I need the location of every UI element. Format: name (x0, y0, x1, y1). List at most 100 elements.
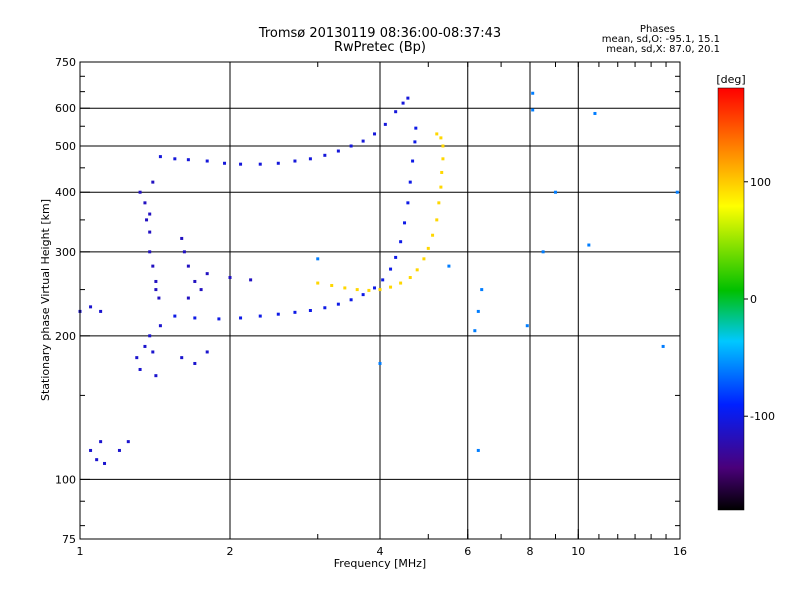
echo-point (158, 324, 162, 328)
y-tick-label: 750 (55, 56, 76, 69)
y-tick-label: 400 (55, 186, 76, 199)
echo-point (316, 281, 320, 285)
echo-point (186, 296, 190, 300)
echo-point (89, 448, 93, 452)
echo-point (383, 122, 387, 126)
echo-point (541, 250, 545, 254)
y-tick-label: 75 (62, 533, 76, 546)
echo-point (378, 288, 382, 292)
echo-point (330, 283, 334, 287)
echo-point (378, 361, 382, 365)
echo-point (441, 144, 445, 148)
stats-o-mode: mean, sd,O: -95.1, 15.1 (601, 34, 720, 45)
echo-point (661, 344, 665, 348)
echo-point (323, 306, 327, 310)
y-axis-ticks: 75 100 200 300 400 500 600 750 (55, 56, 680, 546)
echo-point (413, 140, 417, 144)
echo-point (587, 243, 591, 247)
echo-point (205, 350, 209, 354)
echo-point (437, 201, 441, 205)
echo-point (403, 221, 407, 225)
echo-point (158, 155, 162, 159)
echo-point (173, 157, 177, 161)
y-tick-label: 300 (55, 246, 76, 259)
echo-point (258, 162, 262, 166)
echo-point (316, 257, 320, 261)
stats-header: Phases (639, 24, 675, 35)
echo-point (293, 310, 297, 314)
echo-point (531, 91, 535, 95)
echo-point (143, 344, 147, 348)
echo-point (180, 236, 184, 240)
echo-point (148, 212, 152, 216)
echo-point (373, 286, 377, 290)
echo-point (414, 126, 418, 130)
echo-point (355, 288, 359, 292)
echo-point (439, 185, 443, 189)
y-tick-label: 200 (55, 330, 76, 343)
echo-point (145, 218, 149, 222)
echo-point (440, 170, 444, 174)
y-tick-label: 100 (55, 473, 76, 486)
echo-point (186, 264, 190, 268)
echo-point (173, 314, 177, 318)
echo-point (186, 158, 190, 162)
echo-point (308, 308, 312, 312)
echo-point (401, 101, 405, 105)
echo-point (148, 334, 152, 338)
y-axis-label: Stationary phase Virtual Height [km] (39, 199, 52, 401)
echo-point (239, 162, 243, 166)
echo-point (531, 108, 535, 112)
echo-point (435, 132, 439, 136)
echo-point (447, 264, 451, 268)
echo-point (205, 159, 209, 163)
echo-point (276, 312, 280, 316)
echo-point (422, 257, 426, 261)
echo-point (154, 288, 158, 292)
echo-point (349, 144, 353, 148)
echo-point (439, 136, 443, 140)
chart-subtitle: RwPretec (Bp) (333, 40, 427, 55)
echo-point (415, 268, 419, 272)
echo-point (148, 250, 152, 254)
echo-point (138, 367, 142, 371)
echo-point (95, 458, 99, 462)
echo-point (343, 286, 347, 290)
echo-point (103, 461, 107, 465)
echo-point (373, 132, 377, 136)
y-tick-label: 600 (55, 102, 76, 115)
echo-point (138, 190, 142, 194)
echo-point (480, 288, 484, 292)
echo-point (389, 285, 393, 289)
echo-point (180, 356, 184, 360)
echo-point (228, 276, 232, 280)
echo-point (476, 448, 480, 452)
colorbar (717, 87, 745, 511)
echo-point (223, 161, 227, 165)
echo-point (217, 317, 221, 321)
echo-point (361, 293, 365, 297)
echo-point (126, 440, 130, 444)
echo-point (89, 305, 93, 309)
echo-point (323, 153, 327, 157)
echo-point (441, 157, 445, 161)
echo-point (408, 180, 412, 184)
echo-point (99, 309, 103, 313)
x-tick-label: 6 (464, 545, 471, 558)
echo-point (205, 272, 209, 276)
echo-point (593, 111, 597, 115)
echo-point (399, 281, 403, 285)
echo-point (431, 233, 435, 237)
echo-point (389, 267, 393, 271)
echo-point (148, 230, 152, 234)
colorbar-label: [deg] (716, 73, 745, 86)
echo-point (411, 159, 415, 163)
echo-point (394, 110, 398, 114)
echo-point (426, 246, 430, 250)
x-tick-label: 10 (571, 545, 585, 558)
echo-point (336, 149, 340, 153)
x-axis-label: Frequency [MHz] (334, 557, 426, 570)
echo-point (117, 448, 121, 452)
echo-point (99, 440, 103, 444)
echo-point (151, 180, 155, 184)
